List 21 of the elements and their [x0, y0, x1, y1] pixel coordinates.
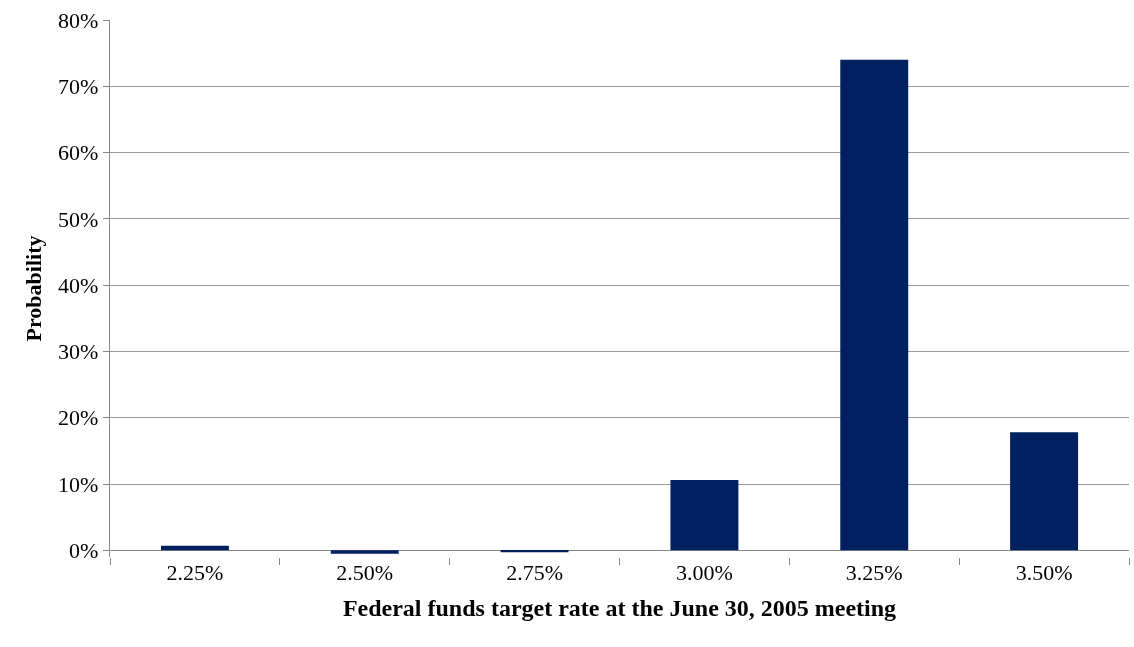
y-axis-title: Probability: [20, 235, 46, 342]
x-tick-label: 3.00%: [676, 560, 733, 585]
y-tick-label: 70%: [58, 74, 99, 99]
x-tick-label: 2.25%: [166, 560, 224, 585]
y-tick-label: 80%: [58, 7, 99, 33]
y-tick-label: 50%: [58, 206, 99, 232]
bar: [840, 59, 909, 551]
y-tick-label: 10%: [58, 471, 99, 497]
y-tick-label: 30%: [58, 339, 99, 365]
x-tick-label: 2.50%: [336, 560, 394, 585]
x-tick-label: 2.75%: [506, 560, 563, 585]
x-tick-label: 3.25%: [845, 560, 903, 585]
x-axis-title: Federal funds target rate at the June 30, 2005 meeting: [342, 595, 897, 622]
y-tick-label: 40%: [58, 272, 99, 298]
y-tick-label: 0%: [69, 538, 99, 564]
bar: [670, 480, 739, 551]
y-tick-label: 20%: [58, 405, 99, 431]
y-tick-label: 60%: [58, 140, 99, 166]
bar: [1010, 432, 1079, 551]
bar: [330, 550, 399, 554]
x-tick-label: 3.50%: [1015, 560, 1073, 585]
